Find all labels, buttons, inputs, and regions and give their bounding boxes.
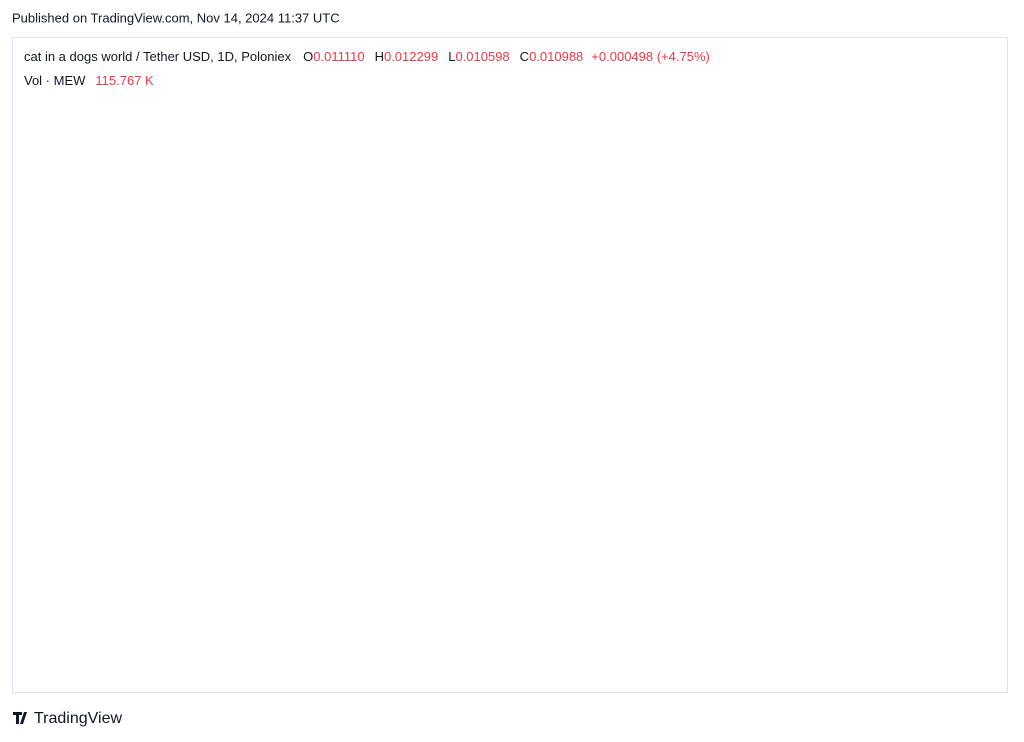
- chart-frame: [12, 37, 1008, 693]
- legend-value: 0.010988: [529, 49, 584, 64]
- brand: TradingView: [13, 710, 122, 727]
- legend-value: 0.011110: [313, 49, 365, 64]
- legend-value: 0.010598: [455, 49, 510, 64]
- symbol-legend: cat in a dogs world / Tether USD, 1D, Po…: [24, 49, 714, 64]
- brand-logo: [13, 712, 27, 724]
- volume-legend-label: Vol · MEW: [24, 73, 86, 88]
- legend-key: C: [519, 49, 530, 64]
- legend-value: 0.012299: [383, 49, 439, 64]
- legend-key: L: [448, 49, 456, 64]
- legend-key: O: [303, 49, 314, 64]
- symbol: cat in a dogs world / Tether USD, 1D, Po…: [24, 49, 292, 64]
- published-note: Published on TradingView.com, Nov 14, 20…: [12, 10, 340, 25]
- legend-key: H: [374, 49, 384, 64]
- volume-legend-value: 115.767 K: [95, 73, 154, 88]
- legend-change: +0.000498 (+4.75%): [591, 49, 710, 64]
- brand-name: TradingView: [34, 710, 122, 727]
- volume-legend: Vol · MEW 115.767 K: [24, 73, 158, 88]
